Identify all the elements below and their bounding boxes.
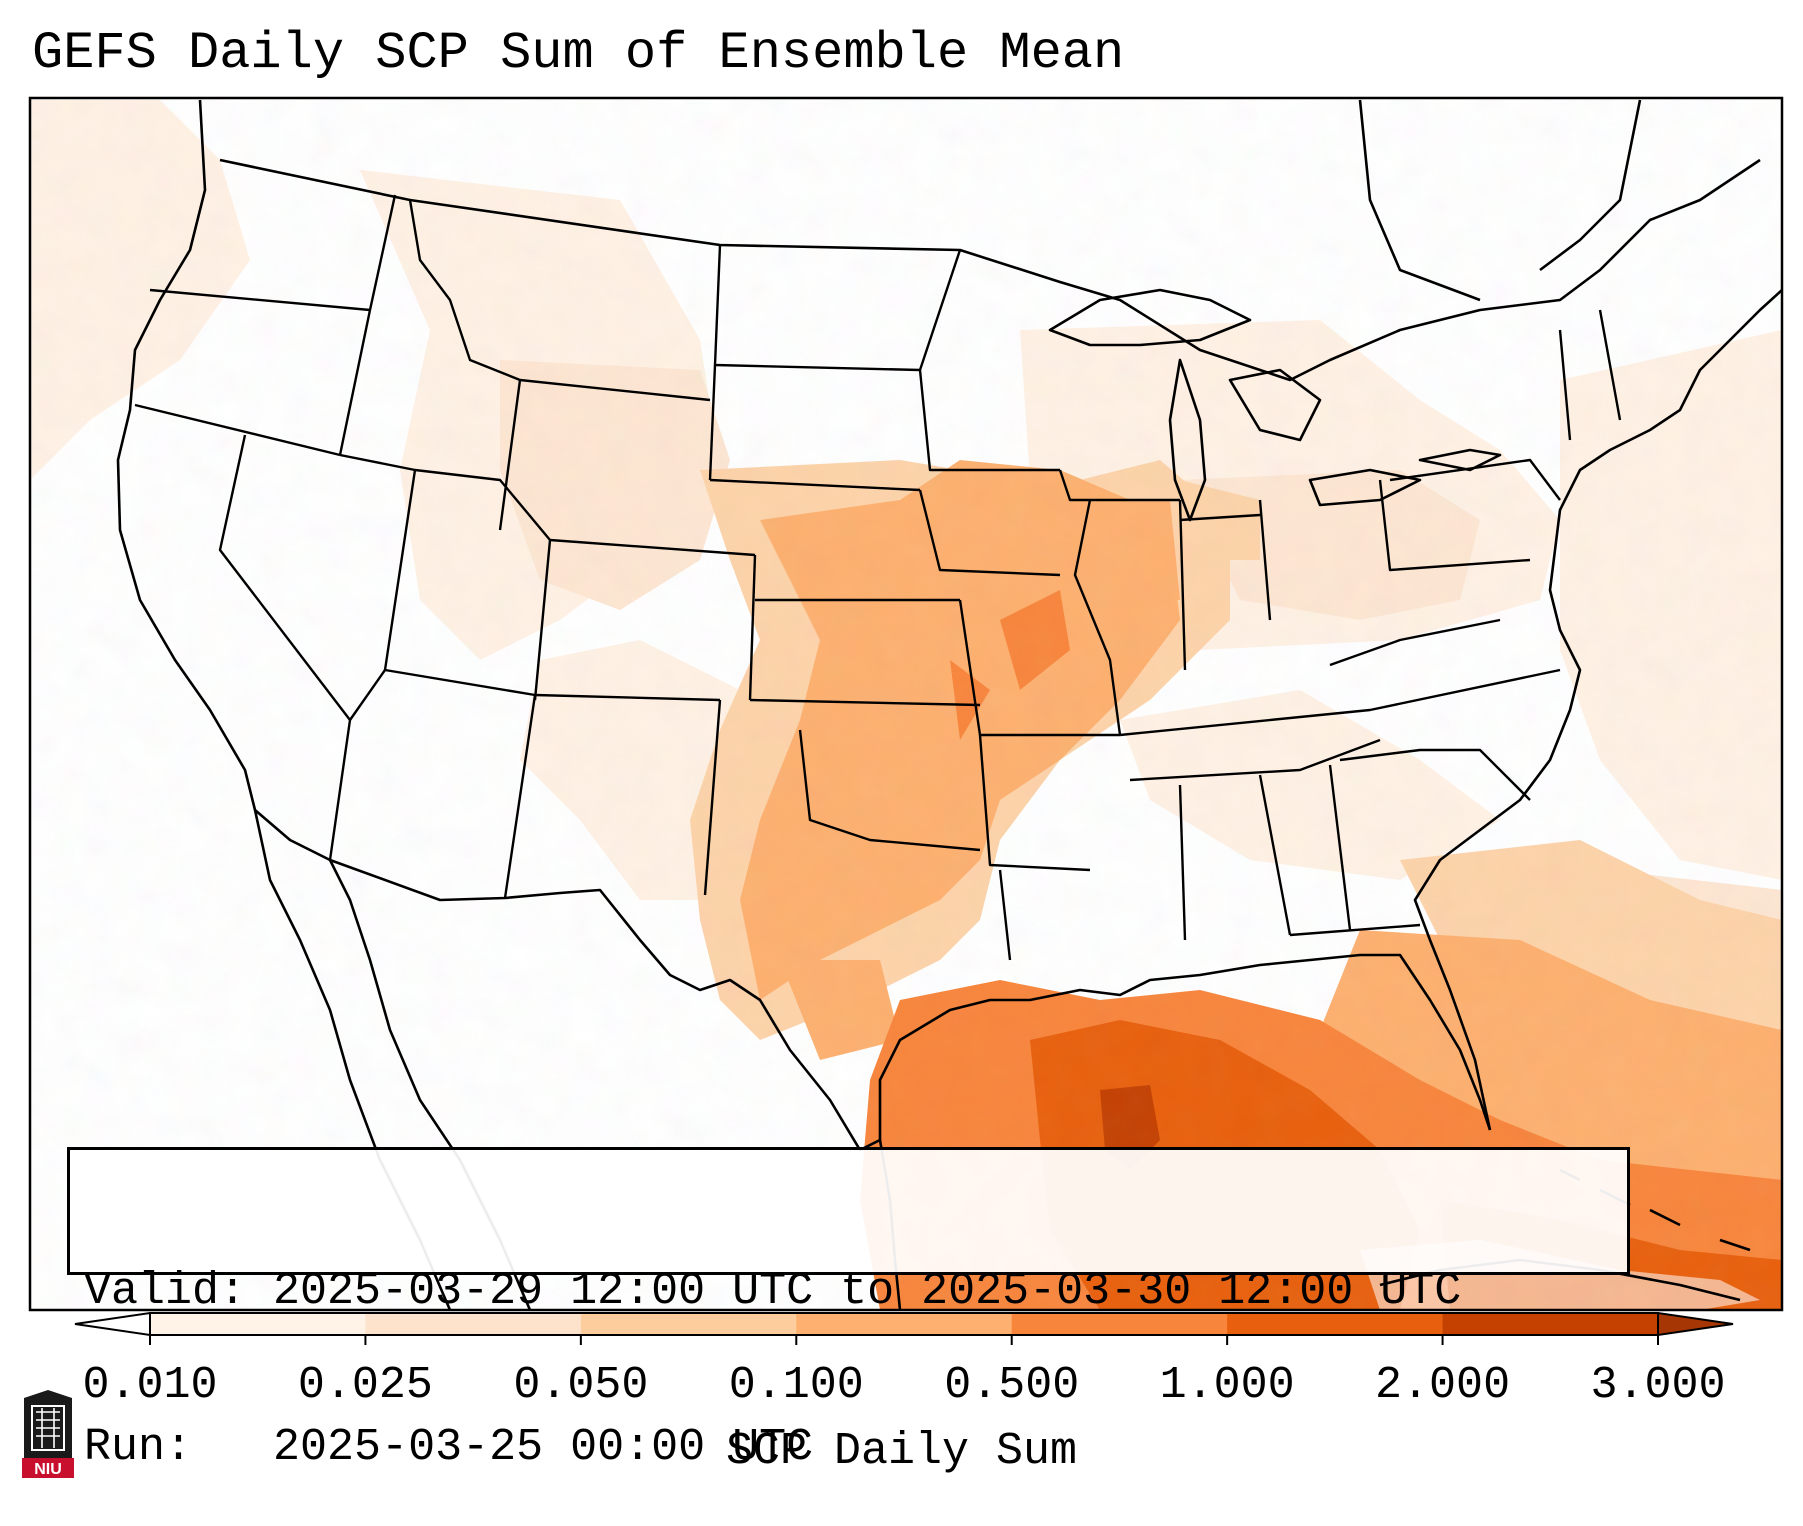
niu-logo-text: NIU <box>34 1461 62 1478</box>
colorbar-tick-label: 0.500 <box>944 1360 1080 1411</box>
colorbar-tick-label: 0.010 <box>82 1360 218 1411</box>
colorbar-tick-label: 2.000 <box>1375 1360 1511 1411</box>
colorbar-tick-label: 0.100 <box>728 1360 864 1411</box>
map-title: GEFS Daily SCP Sum of Ensemble Mean <box>32 24 1125 83</box>
colorbar-segment <box>1011 1313 1228 1335</box>
niu-logo-icon: NIU <box>22 1390 74 1478</box>
colorbar-tick-label: 0.025 <box>297 1360 433 1411</box>
valid-info-box: Valid: 2025-03-29 12:00 UTC to 2025-03-3… <box>67 1147 1630 1473</box>
valid-value: 2025-03-29 12:00 UTC to 2025-03-30 12:00… <box>273 1266 1462 1317</box>
run-value: 2025-03-25 00:00 UTC <box>273 1422 814 1473</box>
colorbar-segment <box>580 1313 797 1335</box>
run-label: Run: <box>84 1422 193 1473</box>
valid-line: Valid: 2025-03-29 12:00 UTC to 2025-03-3… <box>84 1266 1613 1318</box>
colorbar-segment <box>365 1313 582 1335</box>
state-borders <box>134 194 1622 961</box>
colorbar-segment <box>150 1313 366 1335</box>
colorbar-label: SCP Daily Sum <box>725 1426 1078 1477</box>
colorbar-segment <box>1442 1313 1659 1335</box>
colorbar-frame <box>149 1312 1659 1336</box>
colorbar-tick-label: 0.050 <box>513 1360 649 1411</box>
colorbar-tick-label: 1.000 <box>1159 1360 1295 1411</box>
colorbar-over-arrow <box>1657 1311 1734 1337</box>
colorbar-ticks <box>149 1335 1659 1345</box>
valid-label: Valid: <box>84 1266 247 1317</box>
colorbar-under-arrow <box>74 1311 151 1337</box>
run-line: Run: 2025-03-25 00:00 UTC <box>84 1422 1613 1474</box>
colorbar-tick-label: 3.000 <box>1590 1360 1726 1411</box>
map-frame <box>28 96 1784 1312</box>
colorbar-segment <box>796 1313 1013 1335</box>
colorbar-segments <box>74 1311 1734 1337</box>
colorbar-segment <box>1227 1313 1444 1335</box>
